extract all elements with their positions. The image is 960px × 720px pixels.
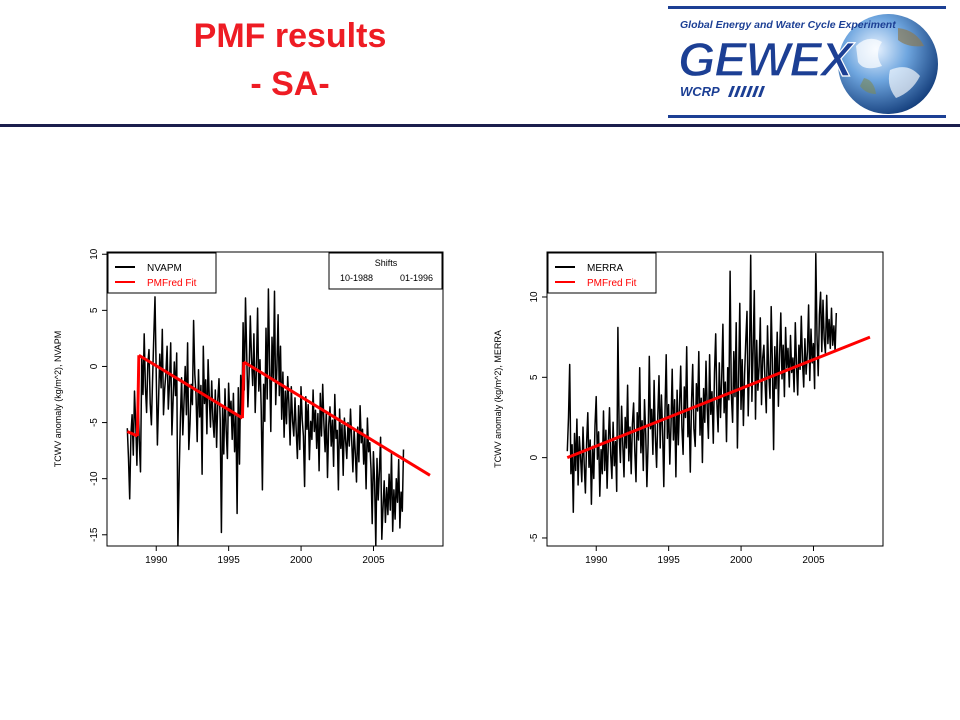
merra-plot-frame [546, 251, 884, 547]
merra-legend-label: MERRA [587, 263, 623, 274]
merra-y-tick-label: 0 [529, 454, 540, 460]
merra-y-axis-label: TCWV anomaly (kg/m^2), MERRA [493, 330, 503, 468]
nvapm-y-tick-label: -5 [89, 418, 100, 427]
merra-x-tick-label: 1995 [658, 555, 681, 566]
merra-legend: MERRA PMFred Fit [547, 252, 657, 294]
merra-fit-segment [566, 335, 871, 460]
merra-plot-area [566, 252, 871, 514]
merra-x-tick-label: 1990 [585, 555, 608, 566]
nvapm-shift-value: 01-1996 [400, 273, 433, 283]
merra-x-tick-label: 2005 [802, 555, 825, 566]
slide-title-line-1: PMF results [193, 17, 387, 55]
slide-title-line-2: - SA- [250, 65, 330, 103]
merra-series-merra [566, 252, 838, 514]
nvapm-y-tick-label: -10 [89, 471, 100, 486]
header-divider [0, 124, 960, 127]
nvapm-fit-segment [138, 353, 244, 420]
merra-chart-svg: 1990 1995 2000 2005 -5 0 5 10 TCWV anomaly (kg/m… [493, 251, 884, 566]
earth-globe-icon [838, 14, 938, 114]
nvapm-plot-area [126, 288, 431, 546]
nvapm-y-tick-label: 0 [89, 363, 100, 369]
nvapm-plot-frame [106, 251, 444, 547]
nvapm-y-tick-label: -15 [89, 527, 100, 542]
logo-top-bar [668, 6, 946, 9]
nvapm-series-nvapm [126, 288, 405, 546]
nvapm-chart-svg: 1990 1995 2000 2005 -15 -10 -5 0 5 10 TCWV anomaly… [53, 248, 444, 566]
logo-subtitle: WCRP [680, 84, 720, 99]
logo-stripes [728, 86, 765, 97]
nvapm-fit-jump [240, 361, 246, 419]
nvapm-x-tick-label: 2005 [362, 555, 385, 566]
nvapm-legend-box [107, 252, 217, 294]
merra-chart: 1990 1995 2000 2005 -5 0 5 10 TCWV anomaly (kg/m… [485, 240, 890, 580]
nvapm-chart: 1990 1995 2000 2005 -15 -10 -5 0 5 10 TCWV anomaly… [45, 240, 450, 580]
merra-x-tick-label: 2000 [730, 555, 753, 566]
nvapm-legend-label: NVAPM [147, 263, 182, 274]
merra-y-tick-label: -5 [529, 533, 540, 542]
nvapm-legend: NVAPM PMFred Fit [107, 252, 217, 294]
merra-legend-box [547, 252, 657, 294]
nvapm-fit-segment [243, 360, 431, 477]
nvapm-legend-label: PMFred Fit [147, 278, 197, 289]
gewex-logo: Global Energy and Water Cycle Experiment… [668, 6, 946, 118]
merra-y-tick-label: 10 [529, 291, 540, 303]
nvapm-shifts-frame [328, 252, 443, 290]
logo-tagline: Global Energy and Water Cycle Experiment [680, 19, 896, 31]
nvapm-fit-segment [126, 430, 139, 438]
nvapm-x-tick-label: 2000 [290, 555, 313, 566]
logo-wordmark: GEWEX [678, 34, 856, 87]
nvapm-x-tick-label: 1995 [218, 555, 241, 566]
merra-legend-label: PMFred Fit [587, 278, 637, 289]
merra-y-tick-label: 5 [529, 374, 540, 380]
nvapm-fit-jump [135, 355, 141, 437]
nvapm-y-axis-label: TCWV anomaly (kg/m^2), NVAPM [53, 331, 63, 468]
nvapm-y-tick-label: 5 [89, 307, 100, 313]
nvapm-x-tick-label: 1990 [145, 555, 168, 566]
nvapm-y-tick-label: 10 [89, 248, 100, 260]
nvapm-shift-value: 10-1988 [340, 273, 373, 283]
nvapm-shifts-title: Shifts [375, 258, 398, 268]
logo-bottom-bar [668, 115, 946, 118]
